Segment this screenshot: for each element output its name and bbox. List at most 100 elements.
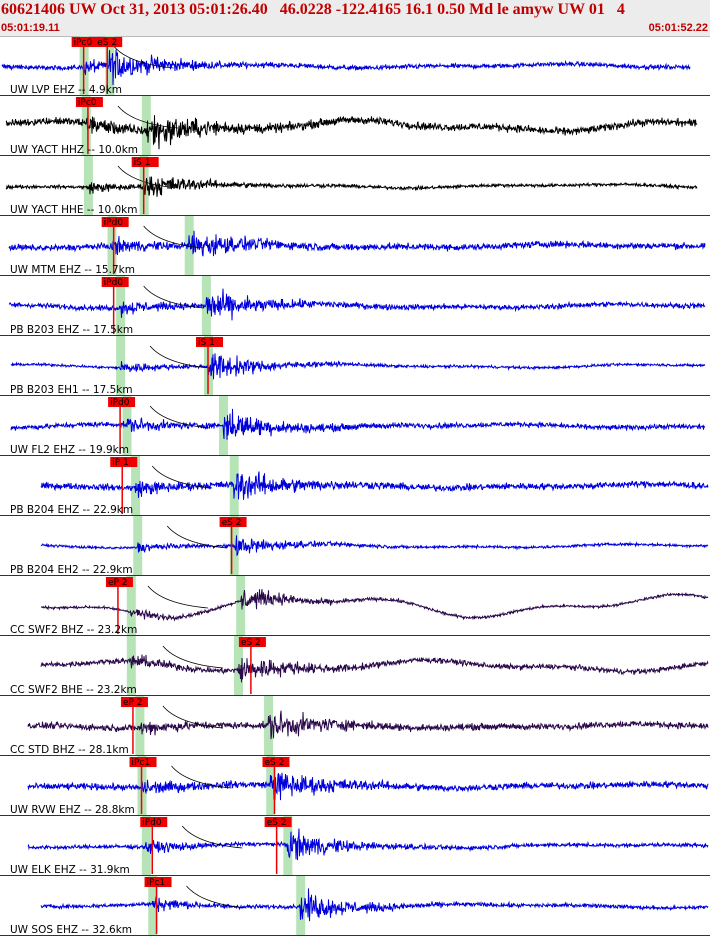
pick-label: eS 2 [97,38,117,48]
channel-label: UW FL2 EHZ -- 19.9km [10,444,129,456]
pick-box [101,217,129,227]
pick-box [140,817,168,827]
s-arrival-band [229,456,239,516]
coda-curve [186,885,247,909]
s-arrival-band [264,696,274,756]
p-pick-marker: iPc0 [71,37,99,94]
p-pick-marker: iPc1 [144,877,172,934]
coda-curve [143,285,204,309]
seismogram-plot: iPc0 eS 2 UW LVP EHZ -- 4.9km iPc0 UW YACT H… [0,36,710,936]
pick-box [144,877,172,887]
s-arrival-band [266,756,276,816]
channel-label: UW ELK EHZ -- 31.9km [10,864,130,876]
p-arrival-band [83,156,93,216]
channel-label: PB B203 EHZ -- 17.5km [10,324,133,336]
pick-box [219,517,247,527]
s-arrival-band [236,576,246,636]
pick-label: iPc0 [74,38,93,48]
waveform-trace [40,654,709,683]
p-pick-marker: iPd0 [140,817,168,874]
pick-label: iS 1 [198,338,215,348]
channel-label: PB B203 EH1 -- 17.5km [10,384,133,396]
pick-label: iP 1 [112,458,129,468]
channel-label: UW YACT HHZ -- 10.0km [10,144,138,156]
p-arrival-band [135,696,145,756]
waveform-trace [8,288,706,321]
pick-box [129,757,157,767]
s-pick-marker: iS 1 [131,157,159,214]
pick-label: eP 2 [108,578,128,588]
event-title: 60621406 UW Oct 31, 2013 05:01:26.40 46.… [1,1,625,18]
pick-label: iPd0 [104,218,124,228]
waveform-trace [40,471,709,500]
pick-box [131,157,159,167]
waveform-trace [27,772,709,801]
s-pick-marker: eS 2 [219,517,247,574]
pick-box [238,637,266,647]
pick-box [95,37,123,47]
coda-curve [117,105,178,129]
s-pick-marker: eS 2 [95,37,123,94]
channel-label: UW RVW EHZ -- 28.8km [10,804,135,816]
pick-label: iPc1 [147,878,166,888]
coda-curve [162,705,223,729]
waveform-trace [10,408,706,440]
pick-label: iPc1 [132,758,151,768]
channel-label: UW SOS EHZ -- 32.6km [10,924,132,936]
pick-label: eS 2 [267,818,287,828]
coda-curve [181,825,243,849]
s-pick-marker: eS 2 [238,637,266,694]
coda-curve [117,165,178,189]
pick-label: iPc0 [78,98,97,108]
pick-box [105,577,133,587]
coda-curve [171,765,232,789]
pick-box [75,97,103,107]
channel-label: UW MTM EHZ -- 15.7km [10,264,135,276]
channel-label: CC STD BHZ -- 28.1km [10,744,129,756]
s-pick-marker: iS 1 [196,337,224,394]
end-time-label: 05:01:52.22 [648,22,708,34]
channel-label: CC SWF2 BHZ -- 23.2km [10,624,137,636]
waveform-trace [40,535,709,557]
p-pick-marker: iP 1 [110,457,138,514]
waveform-trace [1,49,691,86]
coda-curve [149,405,211,429]
waveform-trace [5,176,698,197]
pick-label: eS 2 [241,638,261,648]
pick-box [108,397,136,407]
p-pick-marker: iPc1 [129,757,157,814]
waveform-trace [40,589,709,622]
pick-box [264,817,292,827]
p-pick-marker: iPd0 [108,397,136,454]
channel-label: UW LVP EHZ -- 4.9km [10,84,122,96]
coda-curve [151,465,213,489]
s-arrival-band [201,276,211,336]
p-pick-marker: iPc0 [75,97,103,154]
waveform-trace [8,230,706,257]
pick-box [110,457,138,467]
pick-label: iPd0 [142,818,162,828]
start-time-label: 05:01:19.11 [1,22,60,34]
pick-box [196,337,224,347]
header-bar: 60621406 UW Oct 31, 2013 05:01:26.40 46.… [0,0,710,37]
pick-box [262,757,290,767]
waveform-trace [10,353,706,380]
coda-curve [166,525,228,549]
s-pick-marker: eS 2 [262,757,290,814]
coda-curve [143,225,204,249]
waveform-trace [40,888,709,922]
s-arrival-band [141,96,151,156]
pick-label: eS 2 [222,518,242,528]
coda-curve [147,585,208,609]
pick-label: iS 1 [134,158,151,168]
pick-label: eS 2 [264,758,284,768]
p-arrival-band [116,336,126,396]
coda-curve [149,345,211,369]
coda-curve [113,45,174,69]
waveform-trace [27,828,709,861]
p-arrival-band [148,876,158,936]
pick-box [71,37,99,47]
pick-box [101,277,129,287]
channel-label: CC SWF2 BHE -- 23.2km [10,684,137,696]
waveform-trace [5,115,698,150]
